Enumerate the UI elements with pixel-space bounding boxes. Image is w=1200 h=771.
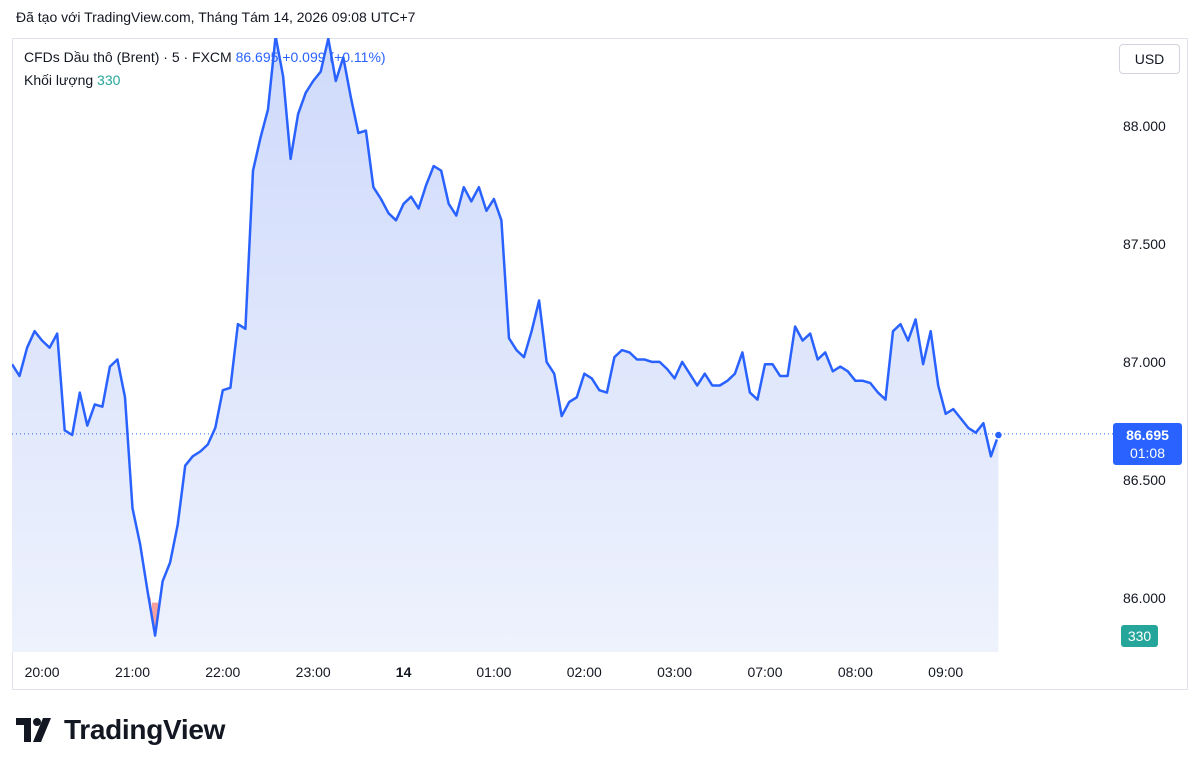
volume-tag: 330 [1121,625,1158,647]
price-change: +0.099 (+0.11%) [282,49,386,65]
current-price: 86.695 [235,49,279,65]
last-price-value: 86.695 [1126,427,1169,443]
volume-value: 330 [97,72,121,88]
price-area [12,38,999,652]
tradingview-logo-icon [16,718,51,742]
brand-name: TradingView [64,714,226,745]
x-tick-label: 01:00 [476,664,511,680]
symbol-label[interactable]: CFDs Dầu thô (Brent) · 5 · FXCM [24,49,232,65]
price-axis: 86.500 87.000 87.500 88.000 86.000 [1123,118,1166,606]
last-price-tag: 86.695 01:08 [1113,423,1182,465]
last-price-dot [993,430,1004,440]
y-tick-label: 88.000 [1123,118,1166,134]
x-tick-label: 23:00 [296,664,331,680]
bar-countdown: 01:08 [1129,445,1166,461]
x-tick-label: 21:00 [115,664,150,680]
x-tick-label: 08:00 [838,664,873,680]
chart-caption: Đã tạo với TradingView.com, Tháng Tám 14… [16,9,416,25]
x-tick-label: 02:00 [567,664,602,680]
currency-button[interactable]: USD [1119,44,1180,74]
y-tick-label: 86.500 [1123,472,1166,488]
tradingview-logo[interactable]: TradingView [16,714,225,746]
volume-legend: Khối lượng 330 [24,72,120,88]
y-tick-label: 87.000 [1123,354,1166,370]
x-tick-label: 07:00 [747,664,782,680]
x-tick-label: 14 [396,664,412,680]
x-tick-label: 22:00 [205,664,240,680]
price-line [12,38,1000,637]
time-axis: 20:00 21:00 22:00 23:00 14 01:00 02:00 03:00 07:… [25,664,964,680]
x-tick-label: 03:00 [657,664,692,680]
y-tick-label: 87.500 [1123,236,1166,252]
y-tick-label: 86.000 [1123,590,1166,606]
x-tick-label: 20:00 [25,664,60,680]
chart-legend: CFDs Dầu thô (Brent) · 5 · FXCM 86.695 +… [24,49,386,65]
volume-label[interactable]: Khối lượng [24,72,94,88]
x-tick-label: 09:00 [928,664,963,680]
price-chart[interactable]: 86.500 87.000 87.500 88.000 86.000 20:00 21:0… [12,38,1188,690]
